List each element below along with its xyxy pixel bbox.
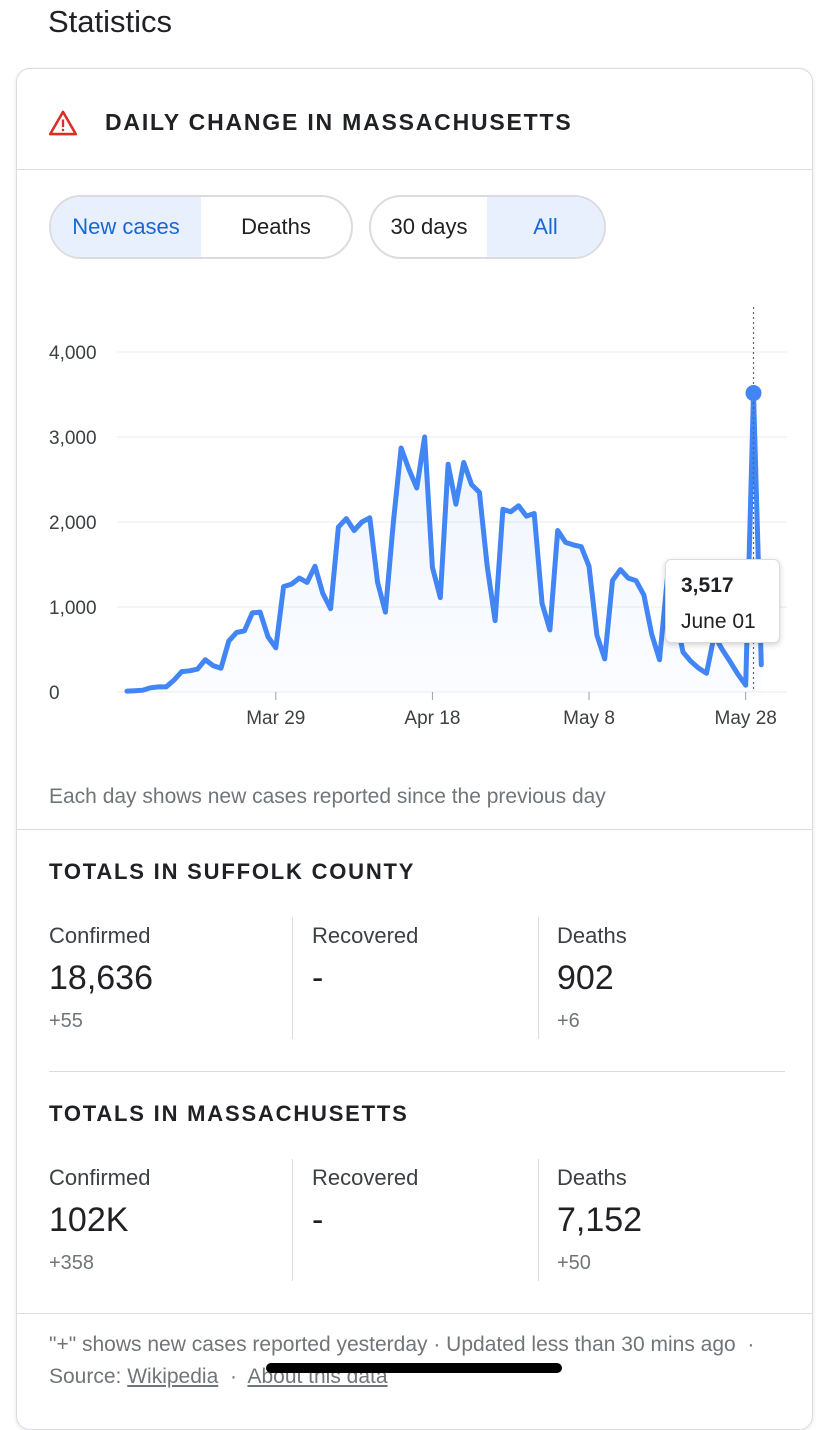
x-tick-label: May 28 <box>715 708 777 729</box>
home-indicator <box>266 1363 562 1373</box>
y-tick-label: 0 <box>49 683 60 704</box>
column-divider <box>538 917 539 1039</box>
all-button[interactable]: All <box>487 197 604 257</box>
stat-value: 902 <box>557 959 614 997</box>
y-tick-label: 3,000 <box>49 428 97 449</box>
tooltip-value: 3,517 <box>681 574 734 597</box>
stat-delta: +6 <box>557 1010 580 1032</box>
column-divider <box>292 917 293 1039</box>
metric-toggle: New cases Deaths <box>49 195 353 259</box>
massachusetts-section-title: TOTALS IN MASSACHUSETTS <box>49 1101 409 1126</box>
suffolk-deaths: Deaths 902 +6 <box>557 923 627 1033</box>
column-divider <box>292 1159 293 1281</box>
stat-value: - <box>312 959 324 997</box>
stat-delta: +55 <box>49 1010 83 1032</box>
stat-value: 102K <box>49 1201 129 1239</box>
stats-card: DAILY CHANGE IN MASSACHUSETTS New cases … <box>16 68 813 1430</box>
source-label: Source: <box>49 1365 122 1388</box>
stat-value: 18,636 <box>49 959 153 997</box>
ma-confirmed: Confirmed 102K +358 <box>49 1165 150 1275</box>
stat-label: Deaths <box>557 923 627 948</box>
ma-recovered: Recovered - <box>312 1165 418 1240</box>
stat-value: - <box>312 1201 324 1239</box>
stat-value: 7,152 <box>557 1201 643 1239</box>
divider <box>17 1313 812 1314</box>
chart-tooltip: 3,517 June 01 <box>665 559 780 643</box>
ma-deaths: Deaths 7,152 +50 <box>557 1165 642 1275</box>
deaths-button[interactable]: Deaths <box>241 214 311 239</box>
highlight-point <box>745 385 762 402</box>
stat-label: Confirmed <box>49 923 151 948</box>
chart-note: Each day shows new cases reported since … <box>49 785 606 808</box>
tooltip-date: June 01 <box>681 610 756 633</box>
divider <box>17 829 812 830</box>
card-header: DAILY CHANGE IN MASSACHUSETTS <box>17 69 812 170</box>
divider <box>49 1071 785 1072</box>
y-tick-label: 1,000 <box>49 598 97 619</box>
footer-separator: · <box>229 1365 237 1388</box>
y-tick-label: 4,000 <box>49 343 97 364</box>
daily-cases-chart[interactable]: 0 1,000 2,000 3,000 4,000 Mar 29 Apr 18 May 8 M… <box>17 297 812 737</box>
column-divider <box>538 1159 539 1281</box>
new-cases-button[interactable]: New cases <box>51 197 201 257</box>
stat-label: Recovered <box>312 1165 419 1190</box>
y-tick-label: 2,000 <box>49 513 97 534</box>
range-toggle: 30 days All <box>369 195 606 259</box>
stat-label: Recovered <box>312 923 419 948</box>
cases-line <box>124 390 764 694</box>
suffolk-recovered: Recovered - <box>312 923 418 998</box>
stat-delta: +358 <box>49 1252 95 1274</box>
card-title: DAILY CHANGE IN MASSACHUSETTS <box>105 109 573 135</box>
footer-text: "+" shows new cases reported yesterday ·… <box>49 1333 736 1356</box>
30-days-button[interactable]: 30 days <box>390 214 468 239</box>
x-tick-label: May 8 <box>563 708 615 729</box>
warning-triangle-icon <box>49 110 77 136</box>
stat-label: Confirmed <box>49 1165 151 1190</box>
x-tick-label: Mar 29 <box>246 708 305 729</box>
x-tick-label: Apr 18 <box>404 708 460 729</box>
page-title: Statistics <box>48 4 173 39</box>
wikipedia-link[interactable]: Wikipedia <box>127 1365 219 1388</box>
stat-label: Deaths <box>557 1165 627 1190</box>
stat-delta: +50 <box>557 1252 591 1274</box>
suffolk-section-title: TOTALS IN SUFFOLK COUNTY <box>49 859 416 884</box>
suffolk-confirmed: Confirmed 18,636 +55 <box>49 923 153 1033</box>
footer-note: "+" shows new cases reported yesterday ·… <box>49 1333 761 1388</box>
